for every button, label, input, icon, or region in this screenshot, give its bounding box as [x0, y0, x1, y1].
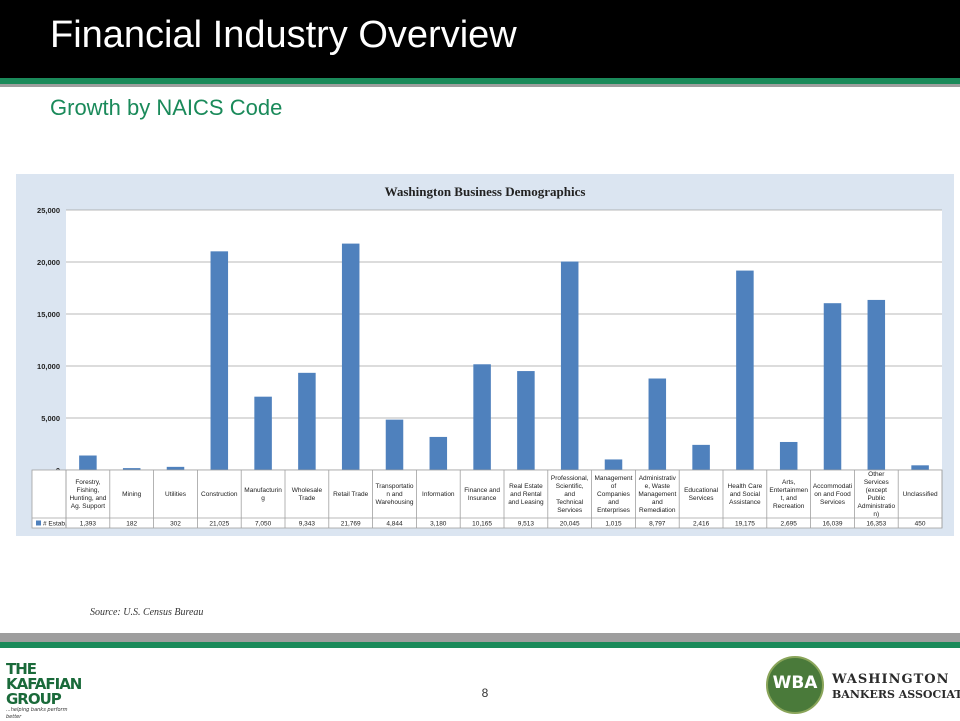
wba-name-line-2: BANKERS ASSOCIATION [832, 688, 960, 701]
y-tick-label: 10,000 [37, 362, 60, 371]
bar [736, 270, 754, 470]
x-tick-label: Manufacturin g [244, 487, 282, 502]
kafafian-group-logo: THE KAFAFIAN GROUP ...helping banks perf… [6, 660, 82, 721]
legend-swatch [36, 520, 41, 526]
data-table-value: 302 [170, 521, 181, 528]
chart-svg: Washington Business Demographics05,00010… [16, 174, 954, 536]
bar [166, 466, 185, 470]
bar [867, 299, 886, 470]
slide-header: Financial Industry Overview [0, 0, 960, 78]
x-tick-label: Forestry, Fishing, Hunting, and Ag. Support [69, 479, 106, 510]
y-tick-label: 20,000 [37, 258, 60, 267]
bar [298, 372, 316, 470]
header-accent-green [0, 78, 960, 84]
bar [341, 243, 360, 470]
x-tick-label: Retail Trade [333, 491, 368, 498]
data-table-value: 20,045 [560, 521, 580, 528]
x-tick-label: Other Services (except Public Administratio n… [858, 471, 896, 518]
bar [517, 371, 535, 470]
wba-logo-name: WASHINGTON BANKERS ASSOCIATION [832, 672, 960, 702]
data-table-value: 182 [126, 521, 137, 528]
logo-line-3: GROUP [6, 690, 62, 708]
x-tick-label: Professional, Scientific, and Technical Serv… [551, 475, 589, 514]
plot-area [66, 210, 942, 470]
data-table-value: 2,416 [693, 521, 710, 528]
bar [79, 455, 97, 470]
page-number: 8 [481, 686, 489, 700]
wba-name-line-1: WASHINGTON [832, 672, 950, 687]
bar [823, 303, 842, 470]
bar [604, 459, 623, 470]
bar [692, 444, 710, 470]
bar-chart: Washington Business Demographics05,00010… [16, 174, 954, 536]
data-table-value: 9,513 [518, 521, 535, 528]
bar [254, 396, 272, 470]
data-table-value: 1,393 [80, 521, 97, 528]
source-note: Source: U.S. Census Bureau [90, 607, 204, 618]
x-tick-label: Arts, Entertainmen t, and Recreation [769, 479, 808, 510]
data-table-value: 21,769 [341, 521, 361, 528]
slide-subtitle: Growth by NAICS Code [50, 95, 283, 120]
y-tick-label: 5,000 [41, 414, 60, 423]
x-tick-label: Construction [201, 491, 238, 498]
x-tick-label: Information [422, 491, 455, 498]
data-table-value: 19,175 [735, 521, 755, 528]
data-table-value: 3,180 [430, 521, 447, 528]
bar [122, 468, 141, 470]
x-tick-label: Finance and Insurance [464, 487, 500, 502]
data-table-value: 4,844 [386, 521, 403, 528]
header-accent-gray [0, 84, 960, 87]
logo-line-1: THE [6, 660, 37, 678]
x-tick-label: Health Care and Social Assistance [728, 483, 763, 506]
bar [473, 364, 491, 470]
data-table-value: 21,025 [209, 521, 229, 528]
wba-badge-icon [766, 656, 824, 714]
data-table-value: 8,797 [649, 521, 666, 528]
data-table-value: 7,050 [255, 521, 272, 528]
footer-accent-gray [0, 633, 960, 642]
x-tick-label: Accommodati on and Food Services [813, 483, 852, 506]
x-tick-label: Transportatio n and Warehousing [375, 483, 413, 506]
x-tick-label: Management of Companies and Enterprises [595, 475, 633, 514]
x-tick-label: Real Estate and Rental and Leasing [508, 483, 544, 506]
y-tick-label: 25,000 [37, 206, 60, 215]
data-table-value: 450 [915, 521, 926, 528]
data-table-value: 16,039 [823, 521, 843, 528]
wba-badge-text: WBA [772, 673, 818, 693]
data-table-value: 9,343 [299, 521, 316, 528]
x-tick-label: Utilities [165, 491, 187, 498]
data-table-value: 16,353 [866, 521, 886, 528]
footer-accent-green [0, 642, 960, 648]
bar [429, 436, 448, 470]
bar [911, 465, 929, 470]
bar [210, 251, 229, 470]
x-tick-label: Mining [122, 491, 142, 498]
data-table-value: 2,695 [781, 521, 798, 528]
bar [779, 441, 798, 470]
logo-tagline: ...helping banks perform better [6, 707, 68, 720]
bar [385, 419, 404, 470]
x-tick-label: Unclassified [903, 491, 938, 498]
data-table-value: 1,015 [605, 521, 622, 528]
chart-title: Washington Business Demographics [385, 184, 586, 199]
y-tick-label: 15,000 [37, 310, 60, 319]
data-table-value: 10,165 [472, 521, 492, 528]
x-tick-label: Administrativ e, Waste Management and Remedi… [638, 475, 676, 514]
bar [560, 261, 579, 470]
legend-label: # Estab. [43, 521, 67, 528]
x-tick-label: Wholesale Trade [292, 487, 323, 502]
x-tick-label: Educational Services [684, 487, 719, 502]
bar [648, 378, 667, 470]
logo-line-2: KAFAFIAN [6, 675, 82, 693]
slide-title: Financial Industry Overview [50, 14, 517, 56]
